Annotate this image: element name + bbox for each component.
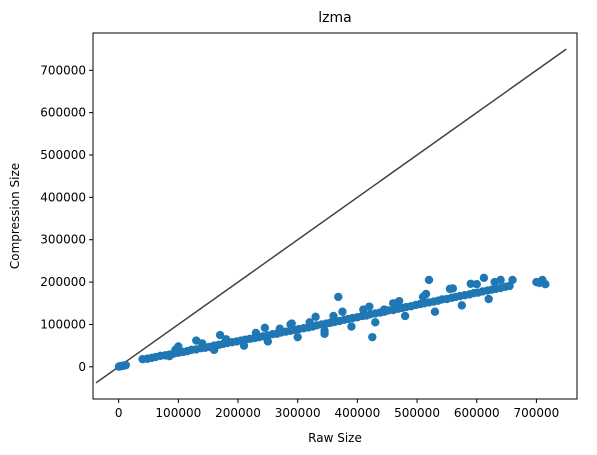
data-point — [490, 278, 498, 286]
data-point — [261, 324, 269, 332]
data-point — [311, 313, 319, 321]
x-tick-label: 600000 — [454, 406, 500, 420]
x-tick-label: 500000 — [394, 406, 440, 420]
y-tick-label: 700000 — [40, 63, 86, 77]
data-point — [122, 361, 130, 369]
data-point — [431, 308, 439, 316]
y-tick-label: 600000 — [40, 106, 86, 120]
y-tick-label: 400000 — [40, 190, 86, 204]
chart-title: lzma — [318, 10, 351, 26]
reference-line — [96, 49, 566, 383]
x-tick-label: 700000 — [514, 406, 560, 420]
data-point — [264, 337, 272, 345]
data-point — [338, 308, 346, 316]
y-axis-ticks: 0 100000 200000 300000 400000 500000 600000 700… — [40, 63, 93, 374]
data-point — [535, 279, 543, 287]
data-point — [458, 301, 466, 309]
data-point — [240, 341, 248, 349]
data-point — [371, 318, 379, 326]
data-point — [395, 297, 403, 305]
data-point — [422, 290, 430, 298]
axes-frame — [93, 33, 577, 399]
data-point — [276, 324, 284, 332]
data-point — [446, 285, 454, 293]
x-axis-label: Raw Size — [308, 431, 362, 445]
data-point — [174, 342, 182, 350]
x-tick-label: 200000 — [215, 406, 261, 420]
y-tick-label: 200000 — [40, 275, 86, 289]
y-tick-label: 300000 — [40, 233, 86, 247]
x-tick-label: 0 — [115, 406, 123, 420]
data-point — [329, 312, 337, 320]
data-point — [216, 331, 224, 339]
data-point — [347, 322, 355, 330]
y-tick-label: 500000 — [40, 148, 86, 162]
y-tick-label: 100000 — [40, 317, 86, 331]
data-point — [380, 305, 388, 313]
data-point — [365, 302, 373, 310]
data-point — [192, 336, 200, 344]
data-point — [401, 312, 409, 320]
y-axis-label: Compression Size — [8, 163, 22, 269]
data-point — [467, 280, 475, 288]
plot-area — [96, 49, 566, 383]
x-tick-label: 400000 — [334, 406, 380, 420]
data-point — [484, 295, 492, 303]
data-point — [320, 330, 328, 338]
x-tick-label: 300000 — [275, 406, 321, 420]
data-point — [425, 276, 433, 284]
data-point — [252, 329, 260, 337]
data-point — [334, 293, 342, 301]
data-point — [165, 352, 173, 360]
data-point — [210, 346, 218, 354]
data-point — [480, 274, 488, 282]
x-tick-label: 100000 — [155, 406, 201, 420]
data-point — [294, 333, 302, 341]
data-point — [286, 320, 294, 328]
data-point — [508, 276, 516, 284]
y-tick-label: 0 — [78, 360, 86, 374]
data-point — [368, 333, 376, 341]
x-axis-ticks: 0 100000 200000 300000 400000 500000 600000 700… — [115, 399, 559, 420]
